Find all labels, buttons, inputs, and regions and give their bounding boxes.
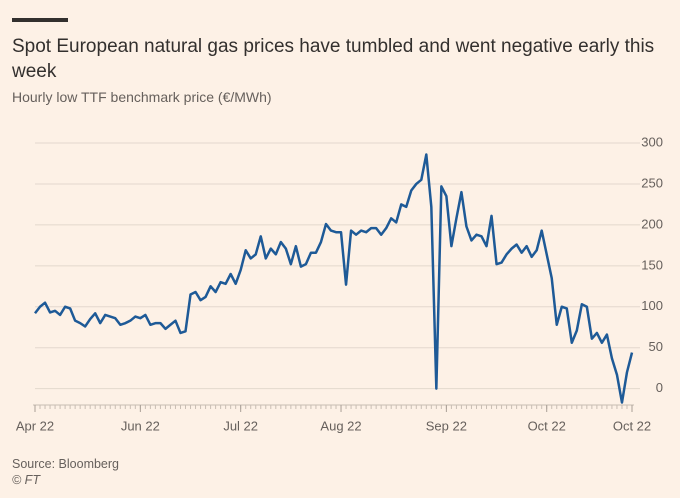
y-tick-label: 100 <box>641 298 663 313</box>
title-bar <box>12 18 68 22</box>
x-tick-label: Apr 22 <box>16 418 54 433</box>
x-tick-label: Sep 22 <box>426 418 467 433</box>
x-tick-label: Jul 22 <box>223 418 258 433</box>
x-tick-label: Jun 22 <box>121 418 160 433</box>
x-tick-label: Aug 22 <box>320 418 361 433</box>
y-tick-label: 250 <box>641 175 663 190</box>
credit: © FT <box>12 473 40 487</box>
y-tick-label: 200 <box>641 216 663 231</box>
chart-subtitle: Hourly low TTF benchmark price (€/MWh) <box>12 89 272 105</box>
y-tick-label: 50 <box>649 339 663 354</box>
y-tick-label: 150 <box>641 257 663 272</box>
chart-title: Spot European natural gas prices have tu… <box>12 36 655 82</box>
x-tick-label: Oct 22 <box>528 418 566 433</box>
source: Source: Bloomberg <box>12 457 120 471</box>
y-tick-label: 300 <box>641 134 663 149</box>
price-line <box>34 153 634 404</box>
x-tick-label: Oct 22 <box>613 418 651 433</box>
y-tick-label: 0 <box>656 380 663 395</box>
